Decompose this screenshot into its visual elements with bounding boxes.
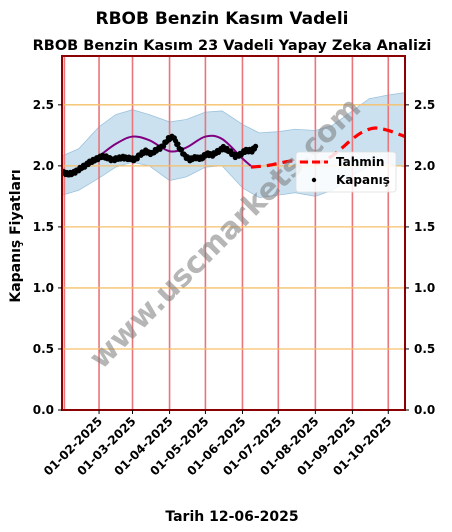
close-point <box>178 147 185 153</box>
legend: Tahmin Kapanış <box>295 151 397 193</box>
series-layer <box>62 126 405 178</box>
y-axis-label: Kapanış Fiyatları <box>8 169 24 302</box>
x-axis-label: Tarih 12-06-2025 <box>165 509 298 525</box>
y-tick-label: 0.5 <box>414 342 435 356</box>
close-point <box>160 143 167 149</box>
y-tick-label: 0.0 <box>33 403 54 417</box>
x-axis: 01-02-202501-03-202501-04-202501-05-2025… <box>41 410 394 478</box>
vertical-grid-layer <box>63 56 390 410</box>
legend-box <box>295 151 397 193</box>
y-tick-label: 1.0 <box>414 281 435 295</box>
plot-frame <box>61 55 406 411</box>
y-tick-label: 2.5 <box>33 98 54 112</box>
forecast-line <box>250 126 405 169</box>
legend-forecast-label: Tahmin <box>336 155 384 169</box>
legend-close-label: Kapanış <box>336 173 390 187</box>
y-axis-right: 0.0 0.5 1.0 1.5 2.0 2.5 <box>405 98 435 417</box>
plot-area: www.uscmarkets.com <box>61 55 406 411</box>
y-tick-label: 2.0 <box>414 159 435 173</box>
y-tick-label: 0.0 <box>414 403 435 417</box>
y-tick-label: 2.5 <box>414 98 435 112</box>
y-tick-label: 0.5 <box>33 342 54 356</box>
y-tick-label: 1.5 <box>414 220 435 234</box>
y-axis-left: 0.0 0.5 1.0 1.5 2.0 2.5 <box>33 98 62 417</box>
y-tick-label: 1.5 <box>33 220 54 234</box>
y-tick-label: 1.0 <box>33 281 54 295</box>
close-point <box>175 141 181 147</box>
chart-subtitle: RBOB Benzin Kasım 23 Vadeli Yapay Zeka A… <box>33 38 432 54</box>
legend-close-swatch <box>311 177 317 183</box>
chart-title: RBOB Benzin Kasım Vadeli <box>96 9 349 29</box>
close-point <box>253 143 259 149</box>
y-tick-label: 2.0 <box>33 159 54 173</box>
